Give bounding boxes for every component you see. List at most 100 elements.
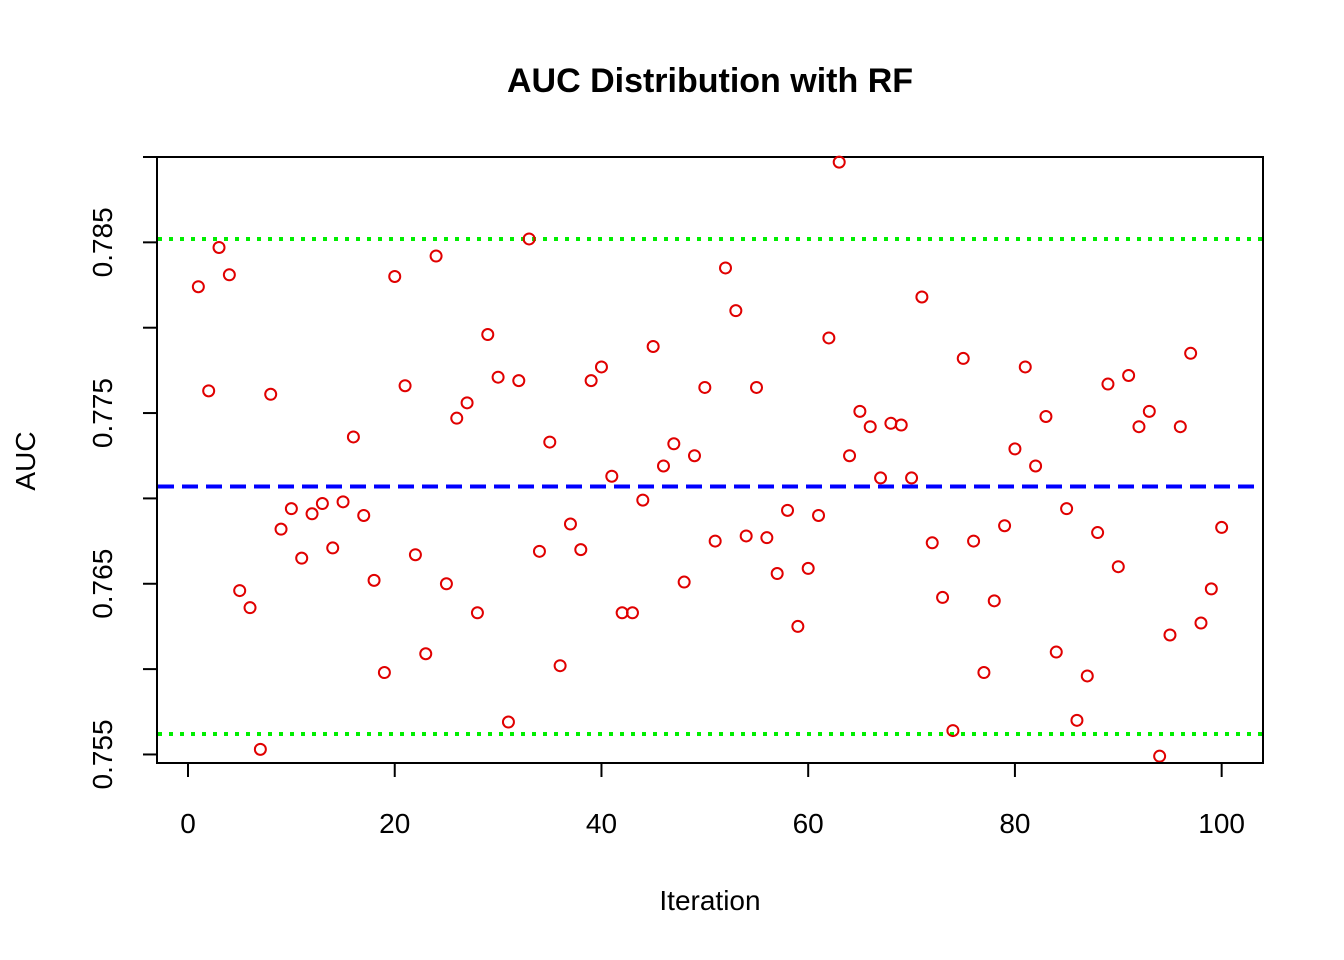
data-point bbox=[315, 497, 329, 511]
reference-lines bbox=[158, 236, 1262, 736]
data-point bbox=[656, 459, 670, 473]
data-point bbox=[687, 449, 701, 463]
data-point bbox=[625, 606, 639, 620]
data-point bbox=[1008, 442, 1022, 456]
data-point bbox=[532, 544, 546, 558]
data-point bbox=[563, 517, 577, 531]
data-point bbox=[543, 435, 557, 449]
x-tick-label: 20 bbox=[379, 808, 410, 839]
data-point bbox=[253, 742, 267, 756]
data-point bbox=[222, 268, 236, 282]
data-point bbox=[956, 351, 970, 365]
data-point bbox=[1039, 409, 1053, 423]
data-point bbox=[1173, 420, 1187, 434]
data-point bbox=[874, 471, 888, 485]
data-point bbox=[936, 590, 950, 604]
x-tick-label: 100 bbox=[1198, 808, 1245, 839]
data-point bbox=[729, 304, 743, 318]
data-point bbox=[377, 666, 391, 680]
data-point bbox=[1122, 369, 1136, 383]
data-point bbox=[357, 508, 371, 522]
data-point bbox=[460, 396, 474, 410]
data-point bbox=[439, 577, 453, 591]
data-point bbox=[574, 543, 588, 557]
data-point bbox=[667, 437, 681, 451]
data-points bbox=[191, 155, 1229, 763]
y-axis-label: AUC bbox=[10, 431, 41, 490]
data-point bbox=[470, 606, 484, 620]
x-axis: 0 20 40 60 80 100 bbox=[180, 762, 1245, 839]
data-point bbox=[264, 387, 278, 401]
y-tick-label: 0.765 bbox=[87, 549, 118, 619]
data-point bbox=[522, 232, 536, 246]
data-point bbox=[770, 567, 784, 581]
data-point bbox=[1029, 459, 1043, 473]
data-point bbox=[408, 548, 422, 562]
data-point bbox=[708, 534, 722, 548]
data-point bbox=[553, 659, 567, 673]
data-point bbox=[1101, 377, 1115, 391]
data-point bbox=[274, 522, 288, 536]
data-point bbox=[750, 380, 764, 394]
data-point bbox=[305, 507, 319, 521]
data-point bbox=[925, 536, 939, 550]
data-point bbox=[284, 502, 298, 516]
data-point bbox=[946, 724, 960, 738]
data-point bbox=[326, 541, 340, 555]
data-point bbox=[1132, 420, 1146, 434]
data-point bbox=[894, 418, 908, 432]
data-point bbox=[1163, 628, 1177, 642]
data-point bbox=[987, 594, 1001, 608]
y-tick-label: 0.785 bbox=[87, 207, 118, 277]
data-point bbox=[1204, 582, 1218, 596]
data-point bbox=[998, 519, 1012, 533]
plot-frame bbox=[156, 156, 1264, 764]
data-point bbox=[512, 374, 526, 388]
data-point bbox=[1215, 520, 1229, 534]
data-point bbox=[191, 280, 205, 294]
data-point bbox=[1018, 360, 1032, 374]
data-point bbox=[832, 155, 846, 169]
data-point bbox=[739, 529, 753, 543]
data-point bbox=[760, 531, 774, 545]
data-point bbox=[905, 471, 919, 485]
data-point bbox=[677, 575, 691, 589]
data-point bbox=[336, 495, 350, 509]
data-point bbox=[346, 430, 360, 444]
data-point bbox=[698, 380, 712, 394]
data-point bbox=[646, 339, 660, 353]
data-point bbox=[1184, 346, 1198, 360]
data-point bbox=[1153, 749, 1167, 763]
data-point bbox=[843, 449, 857, 463]
data-point bbox=[233, 584, 247, 598]
data-point bbox=[1060, 502, 1074, 516]
data-point bbox=[584, 374, 598, 388]
data-point bbox=[1049, 645, 1063, 659]
x-tick-label: 60 bbox=[793, 808, 824, 839]
x-tick-label: 40 bbox=[586, 808, 617, 839]
data-point bbox=[853, 404, 867, 418]
data-point bbox=[812, 508, 826, 522]
data-point bbox=[915, 290, 929, 304]
data-point bbox=[719, 261, 733, 275]
data-point bbox=[977, 666, 991, 680]
data-point bbox=[636, 493, 650, 507]
data-point bbox=[367, 573, 381, 587]
data-point bbox=[491, 370, 505, 384]
data-point bbox=[450, 411, 464, 425]
data-point bbox=[1111, 560, 1125, 574]
data-point bbox=[202, 384, 216, 398]
data-point bbox=[243, 601, 257, 615]
y-axis: 0.755 0.765 0.775 0.785 bbox=[87, 156, 158, 790]
x-tick-label: 0 bbox=[180, 808, 196, 839]
data-point bbox=[781, 503, 795, 517]
data-point bbox=[419, 647, 433, 661]
data-point bbox=[429, 249, 443, 263]
data-point bbox=[1080, 669, 1094, 683]
x-axis-label: Iteration bbox=[659, 885, 760, 916]
x-tick-label: 80 bbox=[999, 808, 1030, 839]
data-point bbox=[501, 715, 515, 729]
data-point bbox=[884, 416, 898, 430]
data-point bbox=[822, 331, 836, 345]
data-point bbox=[1194, 616, 1208, 630]
